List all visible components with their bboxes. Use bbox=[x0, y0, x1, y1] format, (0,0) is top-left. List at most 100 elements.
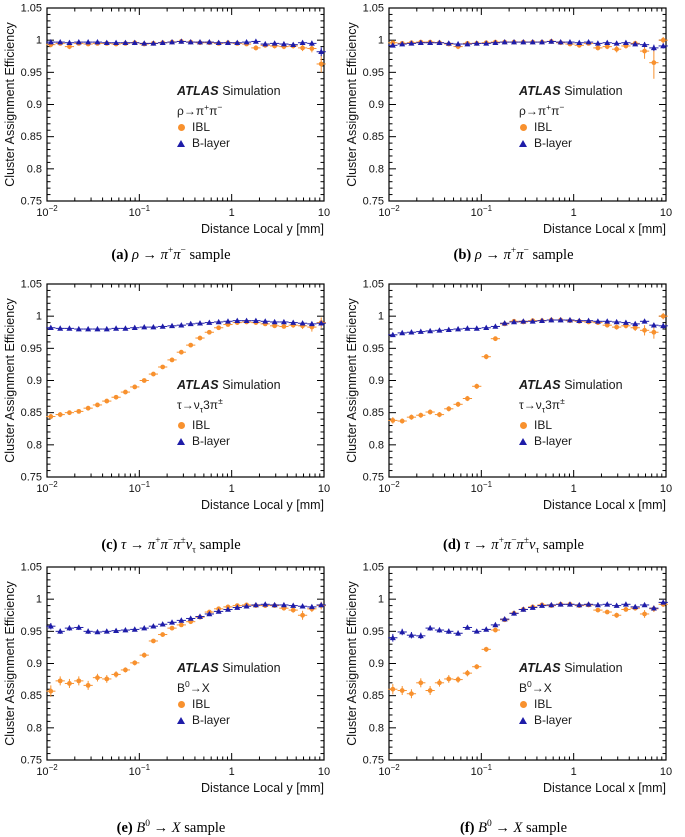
svg-text:0.9: 0.9 bbox=[369, 99, 384, 111]
svg-text:0.95: 0.95 bbox=[21, 67, 42, 79]
svg-text:0.95: 0.95 bbox=[21, 626, 42, 638]
svg-text:10: 10 bbox=[660, 207, 672, 219]
svg-text:0.95: 0.95 bbox=[363, 67, 384, 79]
svg-text:1: 1 bbox=[36, 594, 42, 606]
svg-text:Distance Local y [mm]: Distance Local y [mm] bbox=[201, 222, 324, 236]
svg-text:0.75: 0.75 bbox=[363, 755, 384, 767]
svg-text:Cluster Assignment Efficiency: Cluster Assignment Efficiency bbox=[3, 581, 17, 746]
subplot-caption-c: (c) τ → π+π−π±ντ sample bbox=[101, 536, 241, 556]
svg-text:0.85: 0.85 bbox=[21, 131, 42, 143]
svg-text:10−1: 10−1 bbox=[129, 763, 151, 778]
svg-text:1: 1 bbox=[229, 766, 235, 778]
svg-text:0.8: 0.8 bbox=[27, 722, 42, 734]
svg-text:0.95: 0.95 bbox=[363, 343, 384, 355]
svg-text:Distance Local y [mm]: Distance Local y [mm] bbox=[201, 781, 324, 795]
svg-text:1: 1 bbox=[378, 311, 384, 323]
plot-area-f: 0.75 0.8 0.85 0.9 0.95 1 1.05 10−2 10−1 1 10 Cluste… bbox=[342, 545, 685, 811]
svg-text:1.05: 1.05 bbox=[363, 3, 384, 15]
svg-text:10−1: 10−1 bbox=[471, 480, 493, 495]
svg-text:0.75: 0.75 bbox=[21, 472, 42, 484]
subplot-a: 0.75 0.8 0.85 0.9 0.95 1 1.05 10−2 10−1 1 10 Cluste… bbox=[0, 0, 342, 263]
plot-area-c: 0.75 0.8 0.85 0.9 0.95 1 1.05 10−2 10−1 1 10 Cluste… bbox=[0, 262, 342, 528]
svg-text:10−2: 10−2 bbox=[378, 204, 400, 219]
svg-text:1.05: 1.05 bbox=[363, 562, 384, 574]
plot-canvas-f: 0.75 0.8 0.85 0.9 0.95 1 1.05 10−2 10−1 1 10 Cluste… bbox=[345, 562, 672, 796]
subplot-caption-f: (f) B0 → X sample bbox=[459, 819, 568, 836]
subplot-f: 0.75 0.8 0.85 0.9 0.95 1 1.05 10−2 10−1 1 10 Cluste… bbox=[342, 545, 685, 836]
svg-text:0.9: 0.9 bbox=[27, 99, 42, 111]
svg-text:1.05: 1.05 bbox=[363, 279, 384, 291]
subplot-e: 0.75 0.8 0.85 0.9 0.95 1 1.05 10−2 10−1 1 10 Cluste… bbox=[0, 545, 342, 836]
svg-text:0.9: 0.9 bbox=[27, 375, 42, 387]
svg-text:1: 1 bbox=[378, 594, 384, 606]
svg-text:0.75: 0.75 bbox=[363, 472, 384, 484]
subplot-c: 0.75 0.8 0.85 0.9 0.95 1 1.05 10−2 10−1 1 10 Cluste… bbox=[0, 262, 342, 556]
svg-text:1.05: 1.05 bbox=[21, 279, 42, 291]
svg-text:10: 10 bbox=[660, 483, 672, 495]
svg-text:Distance Local x [mm]: Distance Local x [mm] bbox=[543, 781, 666, 795]
svg-text:0.8: 0.8 bbox=[369, 439, 384, 451]
svg-text:0.9: 0.9 bbox=[369, 375, 384, 387]
svg-text:10: 10 bbox=[318, 207, 330, 219]
svg-text:Distance Local x [mm]: Distance Local x [mm] bbox=[543, 222, 666, 236]
svg-text:0.75: 0.75 bbox=[363, 196, 384, 208]
svg-text:0.95: 0.95 bbox=[21, 343, 42, 355]
svg-text:10−1: 10−1 bbox=[129, 480, 151, 495]
subplot-b: 0.75 0.8 0.85 0.9 0.95 1 1.05 10−2 10−1 1 10 Cluste… bbox=[342, 0, 685, 263]
svg-text:1: 1 bbox=[571, 766, 577, 778]
plot-area-e: 0.75 0.8 0.85 0.9 0.95 1 1.05 10−2 10−1 1 10 Cluste… bbox=[0, 545, 342, 811]
plot-canvas-c: 0.75 0.8 0.85 0.9 0.95 1 1.05 10−2 10−1 1 10 Cluste… bbox=[3, 279, 330, 513]
svg-text:0.8: 0.8 bbox=[27, 163, 42, 175]
svg-text:0.8: 0.8 bbox=[369, 163, 384, 175]
plot-area-a: 0.75 0.8 0.85 0.9 0.95 1 1.05 10−2 10−1 1 10 Cluste… bbox=[0, 0, 342, 238]
svg-text:0.9: 0.9 bbox=[27, 658, 42, 670]
plot-canvas-d: 0.75 0.8 0.85 0.9 0.95 1 1.05 10−2 10−1 1 10 Cluste… bbox=[345, 279, 672, 513]
plot-canvas-a: 0.75 0.8 0.85 0.9 0.95 1 1.05 10−2 10−1 1 10 Cluste… bbox=[3, 3, 330, 237]
plot-area-b: 0.75 0.8 0.85 0.9 0.95 1 1.05 10−2 10−1 1 10 Cluste… bbox=[342, 0, 685, 238]
svg-text:0.9: 0.9 bbox=[369, 658, 384, 670]
svg-text:1: 1 bbox=[36, 35, 42, 47]
svg-text:10−1: 10−1 bbox=[471, 204, 493, 219]
svg-text:0.95: 0.95 bbox=[363, 626, 384, 638]
svg-text:10−2: 10−2 bbox=[36, 480, 58, 495]
svg-text:0.8: 0.8 bbox=[369, 722, 384, 734]
svg-text:0.85: 0.85 bbox=[363, 690, 384, 702]
subplot-caption-e: (e) B0 → X sample bbox=[116, 819, 226, 836]
svg-text:1: 1 bbox=[571, 483, 577, 495]
svg-text:10: 10 bbox=[660, 766, 672, 778]
svg-text:Cluster Assignment Efficiency: Cluster Assignment Efficiency bbox=[345, 22, 359, 187]
svg-text:1: 1 bbox=[378, 35, 384, 47]
plot-canvas-e: 0.75 0.8 0.85 0.9 0.95 1 1.05 10−2 10−1 1 10 Cluste… bbox=[3, 562, 330, 796]
svg-text:1.05: 1.05 bbox=[21, 562, 42, 574]
svg-text:1: 1 bbox=[229, 483, 235, 495]
svg-text:Cluster Assignment Efficiency: Cluster Assignment Efficiency bbox=[345, 298, 359, 463]
svg-text:1: 1 bbox=[36, 311, 42, 323]
svg-text:1: 1 bbox=[571, 207, 577, 219]
svg-text:10−2: 10−2 bbox=[378, 763, 400, 778]
svg-text:1: 1 bbox=[229, 207, 235, 219]
subplot-d: 0.75 0.8 0.85 0.9 0.95 1 1.05 10−2 10−1 1 10 Cluste… bbox=[342, 262, 685, 556]
svg-text:0.85: 0.85 bbox=[21, 407, 42, 419]
svg-text:Cluster Assignment Efficiency: Cluster Assignment Efficiency bbox=[3, 298, 17, 463]
svg-text:1.05: 1.05 bbox=[21, 3, 42, 15]
svg-text:10−2: 10−2 bbox=[378, 480, 400, 495]
svg-text:10−2: 10−2 bbox=[36, 763, 58, 778]
svg-text:10−1: 10−1 bbox=[471, 763, 493, 778]
svg-text:Cluster Assignment Efficiency: Cluster Assignment Efficiency bbox=[3, 22, 17, 187]
plot-canvas-b: 0.75 0.8 0.85 0.9 0.95 1 1.05 10−2 10−1 1 10 Cluste… bbox=[345, 3, 672, 237]
subplot-caption-d: (d) τ → π+π−π±ντ sample bbox=[442, 536, 584, 556]
svg-text:Distance Local x [mm]: Distance Local x [mm] bbox=[543, 498, 666, 512]
svg-text:Cluster Assignment Efficiency: Cluster Assignment Efficiency bbox=[345, 581, 359, 746]
subplot-caption-a: (a) ρ → π+π− sample bbox=[111, 246, 231, 263]
svg-text:10: 10 bbox=[318, 483, 330, 495]
svg-text:0.75: 0.75 bbox=[21, 755, 42, 767]
svg-text:0.8: 0.8 bbox=[27, 439, 42, 451]
svg-text:10−1: 10−1 bbox=[129, 204, 151, 219]
svg-text:0.75: 0.75 bbox=[21, 196, 42, 208]
svg-text:10: 10 bbox=[318, 766, 330, 778]
plot-area-d: 0.75 0.8 0.85 0.9 0.95 1 1.05 10−2 10−1 1 10 Cluste… bbox=[342, 262, 685, 528]
svg-text:10−2: 10−2 bbox=[36, 204, 58, 219]
svg-text:0.85: 0.85 bbox=[21, 690, 42, 702]
svg-text:Distance Local y [mm]: Distance Local y [mm] bbox=[201, 498, 324, 512]
